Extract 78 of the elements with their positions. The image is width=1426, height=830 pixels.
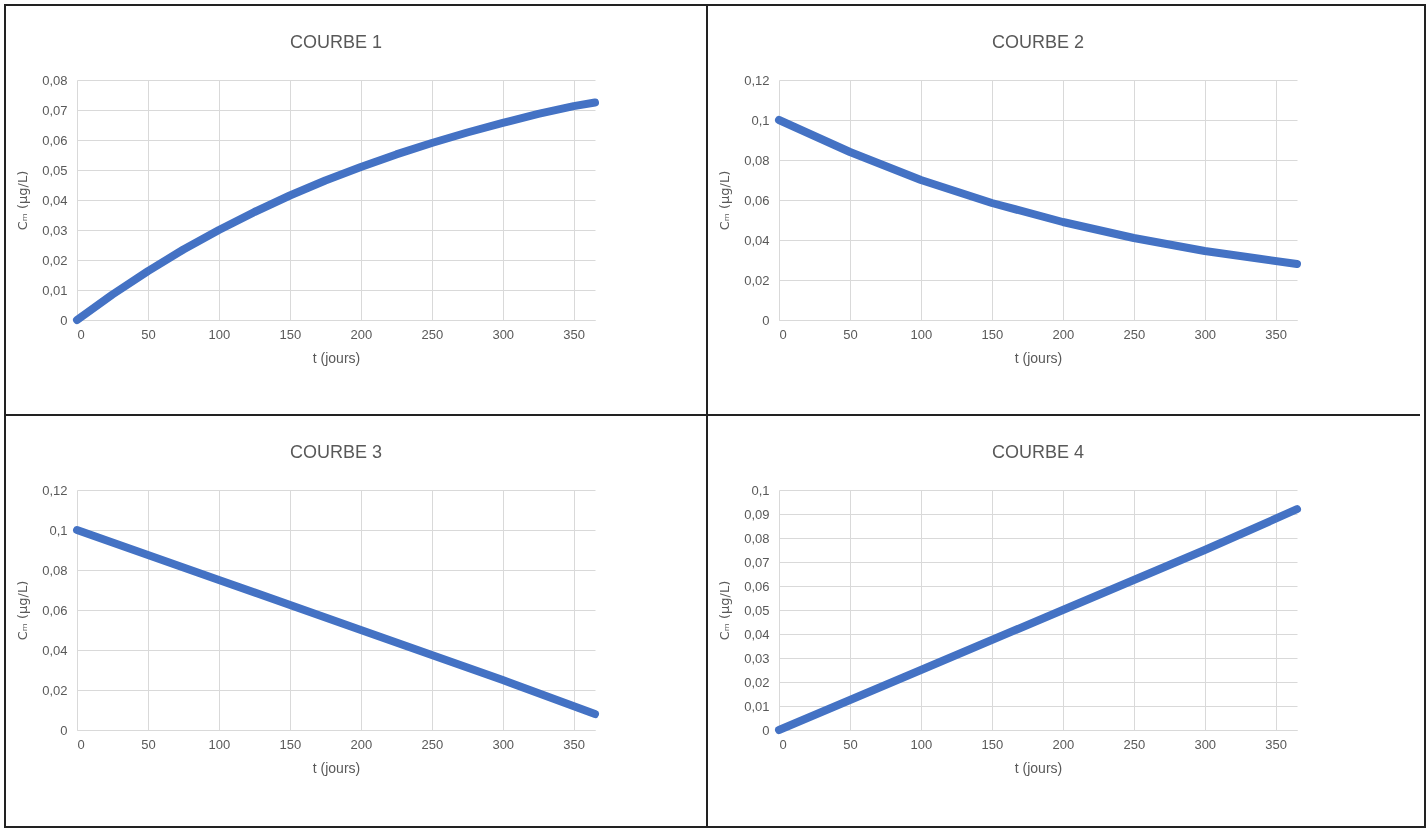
x-tick-label: 50 (141, 326, 156, 342)
y-tick-label: 0,01 (42, 282, 68, 298)
y-tick-label: 0,05 (744, 602, 770, 618)
x-tick-label: 100 (910, 736, 933, 752)
y-tick-label: 0,03 (42, 222, 68, 238)
y-tick-label: 0,04 (744, 232, 770, 248)
x-tick-label: 250 (1123, 326, 1146, 342)
y-tick-label: 0,07 (744, 554, 770, 570)
x-axis-title: t (jours) (312, 759, 361, 776)
y-tick-label: 0,02 (744, 272, 770, 288)
y-tick-label: 0,04 (744, 626, 770, 642)
chart-title: COURBE 3 (289, 442, 383, 462)
x-tick-label: 350 (563, 736, 586, 752)
x-tick-label: 100 (910, 326, 933, 342)
y-tick-label: 0,06 (744, 578, 770, 594)
x-tick-label: 50 (141, 736, 156, 752)
chart-title: COURBE 2 (991, 32, 1085, 52)
y-tick-label: 0,02 (42, 682, 68, 698)
x-tick-label: 100 (208, 326, 231, 342)
x-tick-label: 0 (77, 736, 85, 752)
y-axis-title: Cₘ (µg/L) (717, 170, 733, 231)
x-axis-title: t (jours) (1014, 349, 1063, 366)
x-axis-title: t (jours) (312, 349, 361, 366)
x-tick-label: 200 (350, 736, 373, 752)
y-tick-label: 0,08 (744, 530, 770, 546)
x-tick-label: 50 (843, 326, 858, 342)
y-tick-label: 0,08 (744, 152, 770, 168)
y-tick-label: 0,08 (42, 562, 68, 578)
x-tick-label: 300 (492, 326, 515, 342)
x-tick-label: 200 (350, 326, 373, 342)
x-tick-label: 350 (1265, 736, 1288, 752)
y-tick-label: 0,06 (744, 192, 770, 208)
x-tick-label: 250 (421, 326, 444, 342)
y-tick-label: 0,12 (744, 72, 770, 88)
x-tick-label: 150 (981, 326, 1004, 342)
x-tick-label: 150 (279, 736, 302, 752)
y-tick-label: 0,02 (42, 252, 68, 268)
y-tick-label: 0 (762, 312, 770, 328)
x-tick-label: 350 (1265, 326, 1288, 342)
y-tick-label: 0 (60, 312, 68, 328)
y-tick-label: 0,08 (42, 72, 68, 88)
x-tick-label: 0 (779, 736, 787, 752)
y-axis-title: Cₘ (µg/L) (717, 580, 733, 641)
y-tick-label: 0,05 (42, 162, 68, 178)
x-tick-label: 200 (1052, 736, 1075, 752)
x-tick-label: 200 (1052, 326, 1075, 342)
y-tick-label: 0,02 (744, 674, 770, 690)
x-tick-label: 150 (981, 736, 1004, 752)
chart-title: COURBE 4 (991, 442, 1085, 462)
x-tick-label: 0 (77, 326, 85, 342)
y-tick-label: 0,01 (744, 698, 770, 714)
x-axis-title: t (jours) (1014, 759, 1063, 776)
x-tick-label: 100 (208, 736, 231, 752)
y-tick-label: 0,06 (42, 132, 68, 148)
y-tick-label: 0,04 (42, 642, 68, 658)
y-axis-title: Cₘ (µg/L) (15, 580, 31, 641)
y-tick-label: 0 (762, 722, 770, 738)
y-tick-label: 0,1 (751, 482, 770, 498)
x-tick-label: 300 (1194, 326, 1217, 342)
y-tick-label: 0 (60, 722, 68, 738)
y-tick-label: 0,06 (42, 602, 68, 618)
x-tick-label: 350 (563, 326, 586, 342)
x-tick-label: 300 (492, 736, 515, 752)
chart-title: COURBE 1 (289, 32, 383, 52)
y-tick-label: 0,07 (42, 102, 68, 118)
x-tick-label: 0 (779, 326, 787, 342)
x-tick-label: 300 (1194, 736, 1217, 752)
y-tick-label: 0,12 (42, 482, 68, 498)
y-tick-label: 0,09 (744, 506, 770, 522)
x-tick-label: 250 (421, 736, 444, 752)
y-axis-title: Cₘ (µg/L) (15, 170, 31, 231)
y-tick-label: 0,04 (42, 192, 68, 208)
x-tick-label: 50 (843, 736, 858, 752)
y-tick-label: 0,1 (751, 112, 770, 128)
y-tick-label: 0,03 (744, 650, 770, 666)
x-tick-label: 250 (1123, 736, 1146, 752)
x-tick-label: 150 (279, 326, 302, 342)
y-tick-label: 0,1 (49, 522, 68, 538)
